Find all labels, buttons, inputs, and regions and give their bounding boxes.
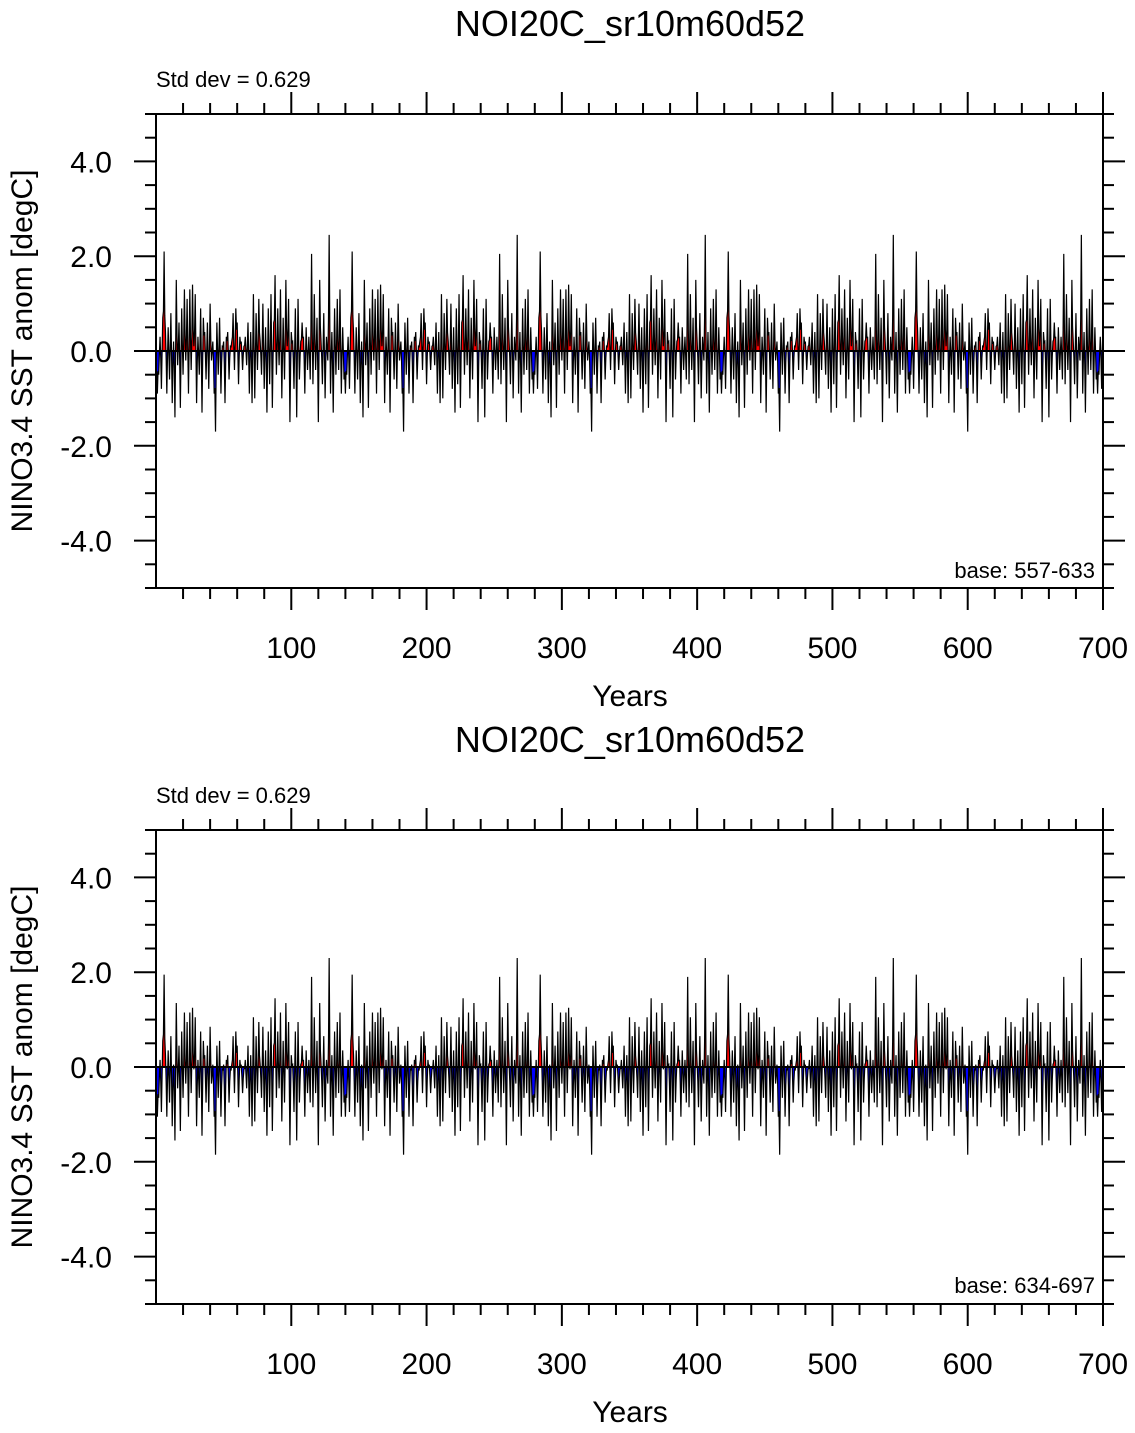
x-axis-label: Years <box>592 680 668 713</box>
x-tick-label: 100 <box>266 632 316 665</box>
x-axis-label: Years <box>592 1396 668 1428</box>
x-tick-label: 200 <box>402 632 452 665</box>
x-tick-label: 200 <box>402 1348 452 1381</box>
base-annotation: base: 634-697 <box>954 1273 1095 1298</box>
y-tick-label: 4.0 <box>70 146 112 179</box>
std-dev-annotation: Std dev = 0.629 <box>156 67 311 92</box>
x-tick-label: 100 <box>266 1348 316 1381</box>
chart-title: NOI20C_sr10m60d52 <box>455 719 805 760</box>
x-tick-label: 300 <box>537 1348 587 1381</box>
y-tick-label: -2.0 <box>60 431 112 464</box>
x-tick-label: 500 <box>807 632 857 665</box>
y-tick-label: 4.0 <box>70 862 112 895</box>
panel-bottom: NOI20C_sr10m60d52 Std dev = 0.629 base: … <box>6 719 1128 1429</box>
anomaly-line <box>155 234 1104 432</box>
std-dev-annotation: Std dev = 0.629 <box>156 783 311 808</box>
panel-top: NOI20C_sr10m60d52 Std dev = 0.629 base: … <box>6 3 1128 713</box>
x-tick-label: 700 <box>1078 632 1128 665</box>
x-tick-label: 400 <box>672 1348 722 1381</box>
x-tick-label: 700 <box>1078 1348 1128 1381</box>
x-tick-label: 300 <box>537 632 587 665</box>
x-tick-label: 600 <box>943 1348 993 1381</box>
y-tick-label: 2.0 <box>70 957 112 990</box>
base-annotation: base: 557-633 <box>954 558 1095 583</box>
x-tick-label: 600 <box>943 632 993 665</box>
y-tick-label: 2.0 <box>70 241 112 274</box>
y-axis-label: NINO3.4 SST anom [degC] <box>6 886 39 1249</box>
anomaly-line <box>155 957 1104 1155</box>
y-tick-label: 0.0 <box>70 336 112 369</box>
y-tick-label: -4.0 <box>60 526 112 559</box>
x-tick-label: 400 <box>672 632 722 665</box>
y-tick-label: -4.0 <box>60 1242 112 1275</box>
y-tick-label: 0.0 <box>70 1052 112 1085</box>
chart-title: NOI20C_sr10m60d52 <box>455 3 805 44</box>
x-tick-label: 500 <box>807 1348 857 1381</box>
y-axis-label: NINO3.4 SST anom [degC] <box>6 170 39 533</box>
y-tick-label: -2.0 <box>60 1147 112 1180</box>
